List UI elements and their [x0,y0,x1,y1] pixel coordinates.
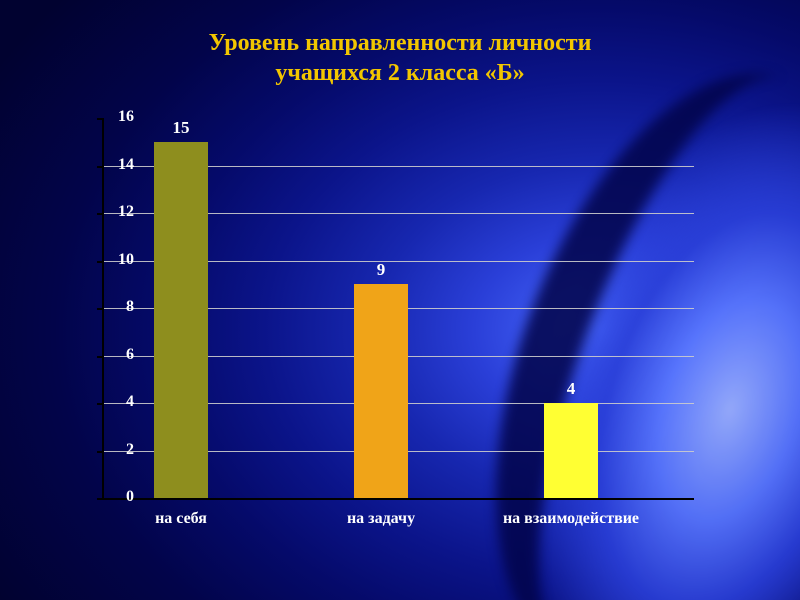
title-line-2: учащихся 2 класса «Б» [0,58,800,88]
x-category-label: на взаимодействие [474,510,668,528]
bar-value-label: 15 [144,118,218,138]
x-category-label: на задачу [284,510,478,528]
bar [544,403,598,498]
bar-value-label: 4 [534,379,608,399]
title-line-1: Уровень направленности личности [0,28,800,58]
y-tick-label: 8 [74,298,134,316]
y-tick-label: 0 [74,488,134,506]
x-category-label: на себя [84,510,278,528]
y-tick-label: 6 [74,346,134,364]
slide: Уровень направленности личности учащихся… [0,0,800,600]
slide-title: Уровень направленности личности учащихся… [0,28,800,88]
y-tick-label: 16 [74,108,134,126]
y-tick-label: 14 [74,156,134,174]
y-tick-label: 10 [74,251,134,269]
y-tick-label: 4 [74,393,134,411]
bar-chart: 0 2 4 6 8 10 12 14 16 15 на себя 9 на задачу 4 на взаи… [64,110,714,540]
bar [354,284,408,498]
y-tick-label: 2 [74,441,134,459]
bar-value-label: 9 [344,260,418,280]
bar [154,142,208,498]
plot-area: 024681012141615на себя9на задачу4на взаи… [102,118,694,500]
y-tick-label: 12 [74,203,134,221]
